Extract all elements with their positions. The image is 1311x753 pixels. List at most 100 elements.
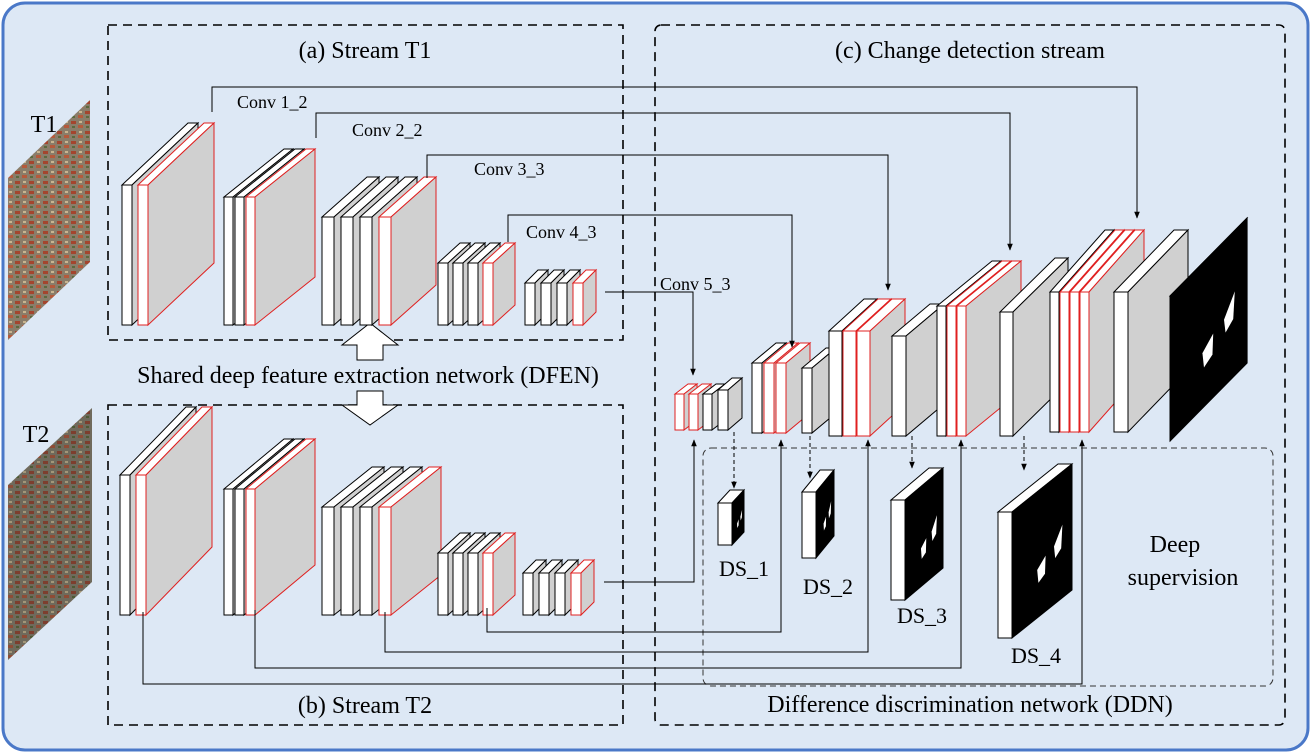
t1-block-1-sheet-1-side: [121, 184, 133, 326]
stream-t1-title: (a) Stream T1: [299, 38, 432, 64]
shared-arrow-up: [340, 322, 400, 361]
t1-block-2-sheet-3: [244, 147, 317, 327]
conn-conv2-t1: [315, 112, 1013, 251]
t2-block-4-sheet-1-side: [437, 552, 449, 616]
ds-output-1-side: [717, 502, 733, 546]
conn-conv3-t1: [426, 154, 891, 291]
ds-output-2-face: [815, 468, 835, 560]
ds-output-1-face: [731, 488, 745, 547]
cd-block-1-sheet-1-side: [674, 393, 685, 431]
t2-block-1-sheet-2: [134, 405, 214, 617]
cd-stream-box: [654, 24, 1286, 726]
ds-label-2: DS_2: [803, 574, 853, 599]
conn-conv3-t2: [384, 439, 871, 653]
conn-conv1-t2: [142, 439, 1085, 685]
input-t2-image: [8, 408, 92, 660]
input-t1-label: T1: [31, 112, 58, 138]
t1-block-3-sheet-4-side: [378, 216, 392, 326]
ds-output-4-blob-2: [1054, 524, 1063, 559]
t2-block-5-sheet-2-side: [538, 572, 550, 616]
conn-conv4-t2: [486, 439, 784, 633]
t1-block-1-sheet-2-face: [147, 121, 215, 327]
cd-block-9-sheet-1-side: [1049, 291, 1060, 433]
input-t1-image: [8, 100, 90, 340]
t1-block-4-sheet-1-side: [437, 262, 449, 326]
ds-output-4-blob-1: [1037, 555, 1046, 583]
conv-label-5: Conv 5_3: [660, 274, 731, 294]
t1-block-4-sheet-2-side: [452, 262, 464, 326]
t2-block-2-sheet-1-side: [223, 488, 234, 616]
t2-block-5-sheet-4-face: [580, 558, 595, 617]
cd-block-7-sheet-1-side: [936, 305, 947, 437]
cd-block-9-sheet-2-side: [1059, 291, 1070, 433]
cd-output-mask: [1168, 216, 1249, 443]
cd-block-8-sheet-1-side: [999, 311, 1014, 437]
cd-block-4-sheet-1-side: [801, 367, 813, 434]
ds-output-1-blob-2: [740, 509, 743, 521]
ds-output-4: [996, 462, 1074, 640]
ds-output-1: [716, 488, 746, 547]
t2-block-1-sheet-2-face: [145, 405, 213, 617]
t1-block-2-sheet-3-side: [245, 196, 256, 326]
cd-block-5-sheet-1-side: [828, 330, 843, 437]
t2-block-4-sheet-3-side: [467, 552, 479, 616]
cd-block-9-sheet-3-side: [1069, 291, 1080, 433]
t1-block-4-sheet-4: [481, 241, 517, 327]
cd-block-6-sheet-1-side: [891, 335, 907, 437]
cd-block-2-sheet-1-face: [727, 376, 743, 432]
t1-block-4-sheet-4-face: [492, 241, 516, 327]
cd-block-5-sheet-2-side: [842, 330, 857, 437]
cd-block-6-sheet-1: [890, 302, 946, 438]
t2-block-2-sheet-3-face: [254, 437, 316, 617]
cd-block-1-sheet-3-side: [702, 393, 713, 431]
cd-stream-title: (c) Change detection stream: [835, 38, 1105, 64]
t1-block-5-sheet-4-face: [582, 268, 597, 327]
t2-block-3-sheet-1-side: [321, 506, 335, 616]
cd-block-1-sheet-2-side: [688, 393, 699, 431]
t2-block-4-sheet-4-side: [482, 552, 494, 616]
cd-block-7-sheet-3-side: [956, 305, 967, 437]
t1-block-5-sheet-4: [571, 268, 598, 327]
cd-output-mask-blob-2: [1224, 291, 1235, 333]
ds-output-4-side: [997, 511, 1013, 639]
t1-block-2-sheet-3-face: [254, 147, 316, 327]
deep-supervision-line1: Deep: [1150, 532, 1201, 558]
t2-block-3-sheet-4-side: [378, 506, 392, 616]
ds-output-3: [889, 466, 945, 602]
t2-block-3-sheet-2-side: [340, 506, 354, 616]
cd-block-3-sheet-3-side: [775, 362, 787, 434]
stream-t2-title: (b) Stream T2: [298, 693, 432, 719]
shared-network-label: Shared deep feature extraction network (…: [137, 363, 599, 389]
t1-block-5-sheet-1-side: [524, 282, 536, 326]
t2-block-3-sheet-3-side: [359, 506, 373, 616]
t1-block-3-sheet-1-side: [321, 216, 335, 326]
t1-block-4-sheet-3-side: [467, 262, 479, 326]
t1-block-3-sheet-4: [377, 175, 438, 327]
conv-label-2: Conv 2_2: [352, 120, 423, 140]
ds-label-1: DS_1: [719, 556, 769, 581]
ds-output-3-side: [890, 499, 906, 601]
conv-label-4: Conv 4_3: [526, 222, 597, 242]
ds-output-2-blob-1: [823, 516, 827, 531]
t2-block-4-sheet-4-face: [492, 531, 516, 617]
ds-output-1-blob-1: [737, 519, 739, 528]
conn-conv2-t2: [254, 439, 964, 669]
ds-output-2-blob-2: [828, 501, 832, 519]
ddn-label: Difference discrimination network (DDN): [767, 692, 1172, 718]
conn-conv4-t1: [507, 214, 795, 348]
t1-block-3-sheet-3-side: [359, 216, 373, 326]
cd-block-5-sheet-3-side: [856, 330, 871, 437]
t2-block-5-sheet-4: [569, 558, 596, 617]
t2-block-5-sheet-4-side: [570, 572, 582, 616]
shared-arrow-down: [340, 390, 400, 426]
t1-block-5-sheet-3-side: [556, 282, 568, 326]
t2-block-1-sheet-1-side: [119, 474, 131, 616]
t2-block-3-sheet-4: [377, 465, 443, 617]
t2-block-5-sheet-3-side: [554, 572, 566, 616]
cd-block-10-sheet-1-side: [1113, 291, 1129, 433]
deep-supervision-line2: supervision: [1128, 565, 1239, 591]
ds-output-2-side: [801, 491, 817, 559]
ds-output-3-blob-2: [931, 515, 937, 541]
